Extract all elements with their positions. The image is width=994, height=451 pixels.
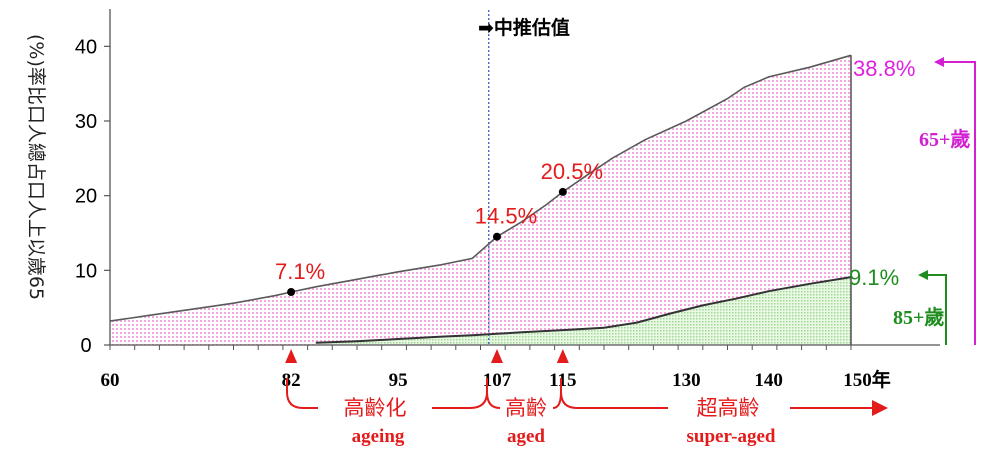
x-tick-label: 130 xyxy=(672,370,701,391)
stage-annotations: 高齡化 ageing 高齡 aged 超高齡 super-aged xyxy=(286,378,888,447)
plot-area: 0 10 20 30 40 60 82 95 107 115 130 140 150年 7.1% 14.… xyxy=(75,9,940,391)
stage-bracket-super xyxy=(560,391,668,409)
side-label-65: 65+歲 xyxy=(919,127,970,151)
side-label-85: 85+歲 xyxy=(893,305,944,329)
x-tick-label: 150年 xyxy=(843,368,891,391)
y-tick-label: 30 xyxy=(75,111,97,133)
stage-ageing-cn: 高齡化 xyxy=(344,396,407,420)
x-tick-label: 140 xyxy=(754,370,783,391)
stage-marker xyxy=(490,349,503,363)
area-85-plus xyxy=(315,277,851,345)
end-label-85: 9.1% xyxy=(849,265,899,290)
data-point xyxy=(287,287,296,296)
data-point-label: 7.1% xyxy=(275,259,325,284)
stage-marker xyxy=(556,349,569,363)
line-85-plus xyxy=(315,276,852,344)
x-axis: 60 82 95 107 115 130 140 150年 xyxy=(101,344,940,391)
stage-marker xyxy=(285,349,298,363)
arrowhead-85 xyxy=(918,270,928,280)
line-65-plus xyxy=(109,54,852,322)
stage-bracket-ageing xyxy=(286,378,318,409)
projection-label: ➡中推估值 xyxy=(478,16,570,39)
area-65-plus xyxy=(110,55,851,346)
x-tick-label: 60 xyxy=(101,370,120,391)
arrowhead-65 xyxy=(934,57,944,67)
stage-ageing-en: ageing xyxy=(352,426,405,447)
x-tick-label: 95 xyxy=(389,370,408,391)
data-point xyxy=(492,232,501,241)
y-tick-label: 10 xyxy=(75,260,97,282)
x-tick-label: 107 xyxy=(483,370,512,391)
data-point-label: 14.5% xyxy=(475,204,537,229)
stage-bracket-ageing-right xyxy=(432,378,488,409)
stage-super-cn: 超高齡 xyxy=(697,396,760,420)
end-label-65: 38.8% xyxy=(853,56,915,81)
x-tick-label: 82 xyxy=(282,370,301,391)
data-point xyxy=(558,187,567,196)
y-axis: 0 10 20 30 40 xyxy=(75,9,111,357)
y-tick-label: 0 xyxy=(80,335,91,357)
stage-aged-en: aged xyxy=(507,426,545,447)
stage-markers xyxy=(285,349,569,363)
y-axis-label: (%)率比口人總占口人上以歲65 xyxy=(25,34,47,300)
side-annotations: 38.8% 9.1% 65+歲 85+歲 xyxy=(849,56,976,345)
stage-aged-cn: 高齡 xyxy=(505,396,547,420)
data-point-label: 20.5% xyxy=(541,159,603,184)
bracket-65 xyxy=(942,61,976,345)
y-tick-label: 20 xyxy=(75,186,97,208)
x-tick-label: 115 xyxy=(549,370,576,391)
y-tick-label: 40 xyxy=(75,36,97,58)
stage-arrowhead xyxy=(872,400,888,416)
stage-bracket-aged-left xyxy=(486,391,501,409)
point-markers: 7.1% 14.5%20.5% xyxy=(275,159,603,296)
bracket-85 xyxy=(926,274,947,345)
stage-super-en: super-aged xyxy=(686,426,775,447)
